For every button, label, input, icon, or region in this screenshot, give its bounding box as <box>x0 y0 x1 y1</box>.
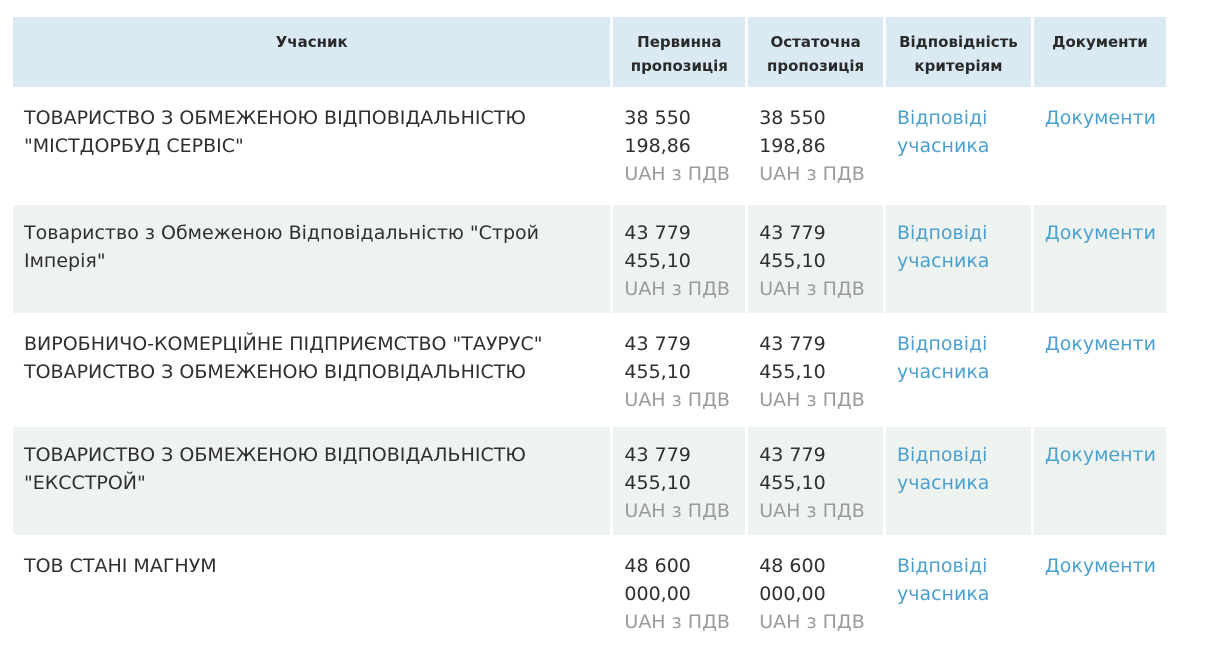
initial-offer-currency: UAH з ПДВ <box>624 500 730 522</box>
final-offer-cell: 43 779 455,10 UAH з ПДВ <box>748 427 883 535</box>
table-row: ТОВ СТАНІ МАГНУМ 48 600 000,00 UAH з ПДВ… <box>13 538 1166 646</box>
header-documents: Документи <box>1033 17 1166 87</box>
initial-offer-amount: 38 550 198,86 <box>624 107 691 157</box>
final-offer-cell: 43 779 455,10 UAH з ПДВ <box>748 205 883 313</box>
final-offer-currency: UAH з ПДВ <box>759 611 865 633</box>
initial-offer-currency: UAH з ПДВ <box>624 389 730 411</box>
criteria-answers-link[interactable]: Відповіді учасника <box>897 107 990 157</box>
criteria-cell: Відповіді учасника <box>886 427 1031 535</box>
final-offer-amount: 43 779 455,10 <box>759 333 826 383</box>
table-row: Товариство з Обмеженою Відповідальністю … <box>13 205 1166 313</box>
criteria-cell: Відповіді учасника <box>886 316 1031 424</box>
criteria-cell: Відповіді учасника <box>886 538 1031 646</box>
participant-name: ТОВАРИСТВО З ОБМЕЖЕНОЮ ВІДПОВІДАЛЬНІСТЮ … <box>24 107 526 157</box>
documents-link[interactable]: Документи <box>1044 107 1156 129</box>
final-offer-currency: UAH з ПДВ <box>759 278 865 300</box>
header-final-offer: Остаточна пропозиція <box>748 17 883 87</box>
participant-name: Товариство з Обмеженою Відповідальністю … <box>13 205 611 313</box>
initial-offer-amount: 43 779 455,10 <box>624 333 691 383</box>
initial-offer-cell: 43 779 455,10 UAH з ПДВ <box>613 205 746 313</box>
participant-name: ТОВ СТАНІ МАГНУМ <box>24 555 217 577</box>
final-offer-amount: 43 779 455,10 <box>759 444 826 494</box>
header-initial-offer: Первинна пропозиція <box>613 17 746 87</box>
initial-offer-amount: 43 779 455,10 <box>624 444 691 494</box>
participant-name: ВИРОБНИЧО-КОМЕРЦІЙНЕ ПІДПРИЄМСТВО "ТАУРУ… <box>24 333 543 383</box>
initial-offer-cell: 38 550 198,86 UAH з ПДВ <box>613 90 745 202</box>
final-offer-cell: 43 779 455,10 UAH з ПДВ <box>748 316 883 424</box>
final-offer-amount: 38 550 198,86 <box>759 107 826 157</box>
criteria-answers-link[interactable]: Відповіді учасника <box>897 222 990 272</box>
table-row: ТОВАРИСТВО З ОБМЕЖЕНОЮ ВІДПОВІДАЛЬНІСТЮ … <box>13 427 1166 535</box>
final-offer-currency: UAH з ПДВ <box>759 389 865 411</box>
final-offer-amount: 43 779 455,10 <box>759 222 826 272</box>
bids-table-container: Учасник Первинна пропозиція Остаточна пр… <box>13 17 1166 646</box>
documents-link[interactable]: Документи <box>1044 444 1156 466</box>
initial-offer-currency: UAH з ПДВ <box>624 163 730 185</box>
criteria-answers-link[interactable]: Відповіді учасника <box>897 555 990 605</box>
documents-link[interactable]: Документи <box>1044 333 1156 355</box>
final-offer-cell: 48 600 000,00 UAH з ПДВ <box>748 538 883 646</box>
initial-offer-amount: 48 600 000,00 <box>624 555 691 605</box>
documents-link[interactable]: Документи <box>1044 555 1156 577</box>
participant-name: ТОВАРИСТВО З ОБМЕЖЕНОЮ ВІДПОВІДАЛЬНІСТЮ … <box>13 427 611 535</box>
final-offer-currency: UAH з ПДВ <box>759 163 865 185</box>
documents-cell: Документи <box>1034 538 1166 646</box>
final-offer-cell: 38 550 198,86 UAH з ПДВ <box>748 90 883 202</box>
documents-cell: Документи <box>1033 205 1166 313</box>
initial-offer-currency: UAH з ПДВ <box>624 278 730 300</box>
documents-cell: Документи <box>1033 427 1166 535</box>
documents-link[interactable]: Документи <box>1044 222 1156 244</box>
final-offer-amount: 48 600 000,00 <box>759 555 826 605</box>
initial-offer-currency: UAH з ПДВ <box>624 611 730 633</box>
criteria-cell: Відповіді учасника <box>886 90 1031 202</box>
bids-table: Учасник Первинна пропозиція Остаточна пр… <box>10 14 1169 649</box>
initial-offer-cell: 43 779 455,10 UAH з ПДВ <box>613 316 745 424</box>
documents-cell: Документи <box>1034 316 1166 424</box>
initial-offer-cell: 43 779 455,10 UAH з ПДВ <box>613 427 746 535</box>
table-row: ТОВАРИСТВО З ОБМЕЖЕНОЮ ВІДПОВІДАЛЬНІСТЮ … <box>13 90 1166 202</box>
table-header-row: Учасник Первинна пропозиція Остаточна пр… <box>13 17 1166 87</box>
header-participant: Учасник <box>13 17 611 87</box>
documents-cell: Документи <box>1034 90 1166 202</box>
final-offer-currency: UAH з ПДВ <box>759 500 865 522</box>
table-row: ВИРОБНИЧО-КОМЕРЦІЙНЕ ПІДПРИЄМСТВО "ТАУРУ… <box>13 316 1166 424</box>
header-criteria: Відповідність критеріям <box>886 17 1031 87</box>
criteria-cell: Відповіді учасника <box>886 205 1031 313</box>
initial-offer-amount: 43 779 455,10 <box>624 222 691 272</box>
criteria-answers-link[interactable]: Відповіді учасника <box>897 444 990 494</box>
criteria-answers-link[interactable]: Відповіді учасника <box>897 333 990 383</box>
initial-offer-cell: 48 600 000,00 UAH з ПДВ <box>613 538 745 646</box>
